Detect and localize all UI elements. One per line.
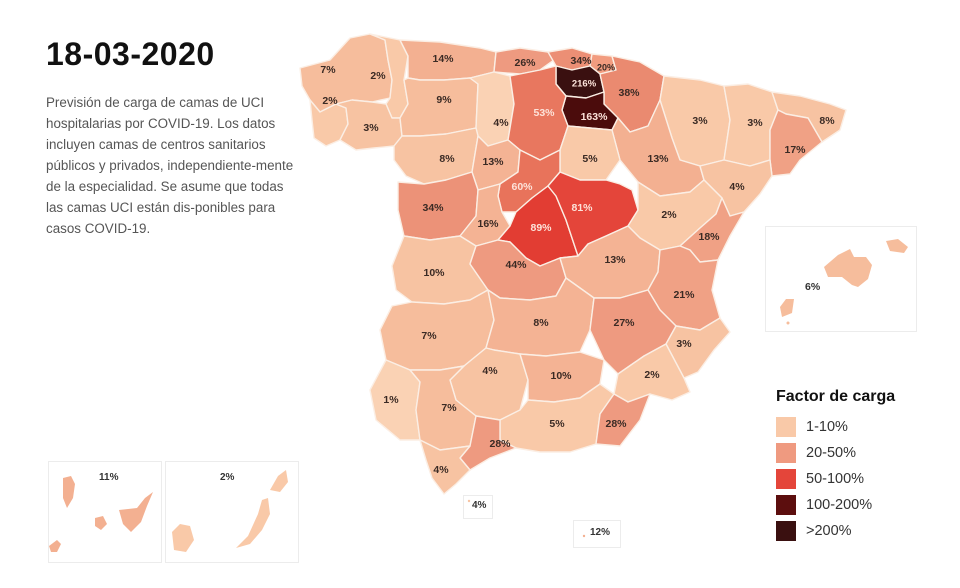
label-valencia: 21% (673, 289, 695, 301)
label-soria: 5% (582, 153, 598, 165)
label-pontevedra: 2% (322, 95, 338, 107)
legend-label: 20-50% (806, 445, 856, 461)
label-melilla: 12% (590, 527, 611, 538)
balearic-islands-shape (780, 239, 908, 325)
label-zaragoza: 13% (647, 153, 669, 165)
label-badajoz: 7% (421, 330, 437, 342)
map-date-title: 18-03-2020 (46, 36, 215, 72)
legend-swatch (776, 443, 796, 463)
label-ourense: 3% (363, 122, 379, 134)
legend-label: >200% (806, 523, 852, 539)
ceuta-inset[interactable]: 4% (463, 495, 493, 519)
province-cantabria[interactable] (493, 47, 555, 75)
legend-swatch (776, 521, 796, 541)
label-alava: 216% (572, 79, 597, 90)
legend-swatch (776, 469, 796, 489)
label-zamora: 8% (439, 153, 455, 165)
label-madrid: 89% (530, 222, 552, 234)
label-toledo: 44% (505, 259, 527, 271)
legend-label: 1-10% (806, 419, 848, 435)
label-murcia: 2% (644, 369, 660, 381)
label-teruel: 2% (661, 209, 677, 221)
label-huelva: 1% (383, 394, 399, 406)
label-santa-cruz-de-tenerife: 11% (99, 472, 119, 483)
legend-item: 20-50% (776, 440, 895, 466)
label-las-palmas: 2% (220, 472, 235, 483)
label-burgos: 53% (533, 107, 555, 119)
balearic-islands-inset[interactable]: 6% (765, 226, 917, 332)
label-ceuta: 4% (472, 500, 487, 511)
label-alicante: 3% (676, 338, 692, 350)
label-granada: 5% (549, 418, 565, 430)
ceuta-shape (467, 499, 471, 503)
label-palencia: 4% (493, 117, 509, 129)
label-barcelona: 17% (784, 144, 806, 156)
label-a-coruna: 7% (320, 64, 336, 76)
label-gipuzkoa: 20% (597, 62, 615, 72)
label-avila: 16% (477, 218, 499, 230)
label-almeria: 28% (605, 418, 627, 430)
label-la-rioja: 163% (581, 111, 609, 123)
label-huesca: 3% (692, 115, 708, 127)
label-leon: 9% (436, 94, 452, 106)
label-lleida: 3% (747, 117, 763, 129)
province-almeria[interactable] (595, 393, 651, 447)
label-segovia: 60% (511, 181, 533, 193)
label-guadalajara: 81% (571, 202, 593, 214)
gran-canaria-shape (172, 470, 288, 552)
tenerife-shape (49, 476, 153, 552)
label-illes-balears: 6% (805, 281, 821, 293)
melilla-shape (582, 534, 586, 538)
melilla-inset[interactable]: 12% (573, 520, 621, 548)
label-ciudad-real: 8% (533, 317, 549, 329)
province-cadiz[interactable] (419, 439, 471, 495)
label-girona: 8% (819, 115, 835, 127)
legend-swatch (776, 495, 796, 515)
gran-canaria-inset[interactable]: 2% (165, 461, 299, 563)
label-asturias: 14% (432, 53, 454, 65)
label-valladolid: 13% (482, 156, 504, 168)
legend-label: 50-100% (806, 471, 865, 487)
province-barcelona[interactable] (769, 109, 823, 177)
label-tarragona: 4% (729, 181, 745, 193)
legend-item: 100-200% (776, 492, 895, 518)
label-sevilla: 7% (441, 402, 457, 414)
legend-title: Factor de carga (776, 388, 896, 405)
label-salamanca: 34% (422, 202, 444, 214)
legend-item: >200% (776, 518, 895, 544)
label-navarra: 38% (618, 87, 640, 99)
label-caceres: 10% (423, 267, 445, 279)
label-cantabria: 26% (514, 57, 536, 69)
label-jaen: 10% (550, 370, 572, 382)
label-cordoba: 4% (482, 365, 498, 377)
legend-item: 1-10% (776, 414, 895, 440)
legend-label: 100-200% (806, 497, 873, 513)
label-bizkaia: 34% (570, 55, 592, 67)
label-cadiz: 4% (433, 464, 449, 476)
label-malaga: 28% (489, 438, 511, 450)
label-cuenca: 13% (604, 254, 626, 266)
label-lugo: 2% (370, 70, 386, 82)
map-description: Previsión de carga de camas de UCI hospi… (46, 95, 294, 236)
label-castellon: 18% (698, 231, 720, 243)
legend-item: 50-100% (776, 466, 895, 492)
legend-swatch (776, 417, 796, 437)
legend: Factor de carga 1-10% 20-50% 50-100% 100… (776, 388, 895, 544)
tenerife-inset[interactable]: 11% (48, 461, 162, 563)
label-albacete: 27% (613, 317, 635, 329)
